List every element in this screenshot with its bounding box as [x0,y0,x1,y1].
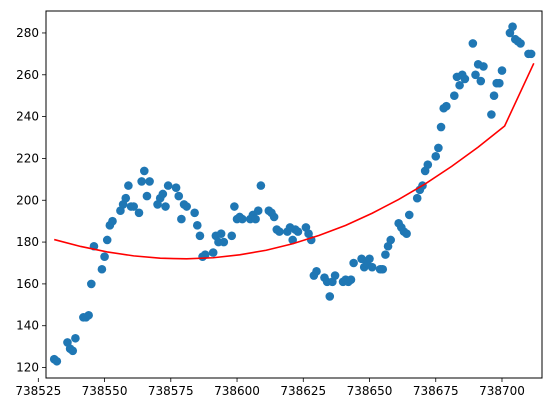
data-point [52,356,62,366]
data-point [471,70,480,80]
x-tick-label: 738700 [479,384,525,398]
data-point [137,177,146,186]
data-point [526,49,536,59]
data-point [402,229,411,239]
data-point [378,264,388,274]
data-point [275,227,284,236]
x-tick-label: 738625 [280,384,326,398]
data-point [121,193,131,203]
data-point [108,216,117,226]
data-point [312,267,321,276]
data-point [227,231,237,241]
data-point [381,250,390,259]
data-point [102,235,112,245]
data-point [431,152,441,161]
data-point [269,212,279,222]
data-point [140,166,149,176]
data-point [412,193,422,203]
data-point [349,258,358,268]
data-point [434,143,443,153]
fit-line [54,62,535,260]
data-point [142,191,152,201]
x-tick-label: 738675 [413,384,459,398]
data-point [251,214,260,224]
plot-frame [45,10,543,379]
data-point [124,181,133,190]
data-point [468,39,478,48]
x-tick-label: 738550 [82,384,128,398]
data-point [190,208,199,218]
y-tick-label: 160 [16,277,39,291]
data-point [253,206,263,216]
data-point [436,122,446,132]
data-point [177,214,186,224]
chart-marks [49,22,536,366]
y-tick-label: 120 [16,361,39,375]
data-point [97,264,107,274]
x-tick-label: 738600 [214,384,260,398]
data-point [163,181,173,190]
y-tick-label: 260 [16,68,39,82]
data-point [288,235,297,245]
data-point [367,262,377,272]
data-point [460,74,470,84]
data-point [100,252,109,262]
data-point [495,78,504,88]
x-tick-label: 738650 [347,384,393,398]
data-point [71,333,80,343]
data-point [182,202,191,211]
data-point [476,76,486,86]
y-tick-label: 200 [16,193,39,207]
y-tick-label: 240 [16,110,39,124]
data-point [497,66,507,75]
x-tick-label: 738575 [148,384,194,398]
data-point [346,275,356,285]
data-point [450,91,459,100]
data-point [145,177,154,186]
data-point [192,221,202,230]
y-tick-label: 220 [16,151,39,165]
data-point [219,237,229,247]
y-tick-label: 180 [16,235,39,249]
data-point [442,101,451,111]
data-point [325,292,335,301]
data-point [87,279,96,289]
data-point [479,62,488,71]
data-point [84,310,93,320]
data-point [129,202,138,211]
data-point [508,22,517,31]
x-tick-label: 738525 [15,384,61,398]
data-point [208,248,218,257]
data-point [238,214,247,224]
data-point [230,202,239,211]
data-point [161,202,170,211]
y-tick-label: 280 [16,26,39,40]
data-point [174,191,184,201]
data-point [68,346,78,356]
data-point [200,250,210,259]
y-tick-label: 140 [16,319,39,333]
data-point [171,183,181,192]
data-point [216,229,226,239]
data-point [404,210,414,220]
data-point [158,189,168,199]
data-point [256,181,266,190]
data-point [386,235,396,245]
y-axis: 120 140 160 180 200 220 240 260 280 [16,26,46,375]
data-point [423,160,433,169]
data-point [330,271,340,280]
data-point [293,227,303,236]
data-point [487,110,496,119]
data-point [365,254,374,264]
data-point [489,91,499,100]
data-point [455,80,464,90]
x-axis: 738525 738550 738575 738600 738625 738650 7386… [15,378,525,398]
data-point [516,39,525,48]
data-point [195,231,205,241]
data-point [134,208,144,218]
